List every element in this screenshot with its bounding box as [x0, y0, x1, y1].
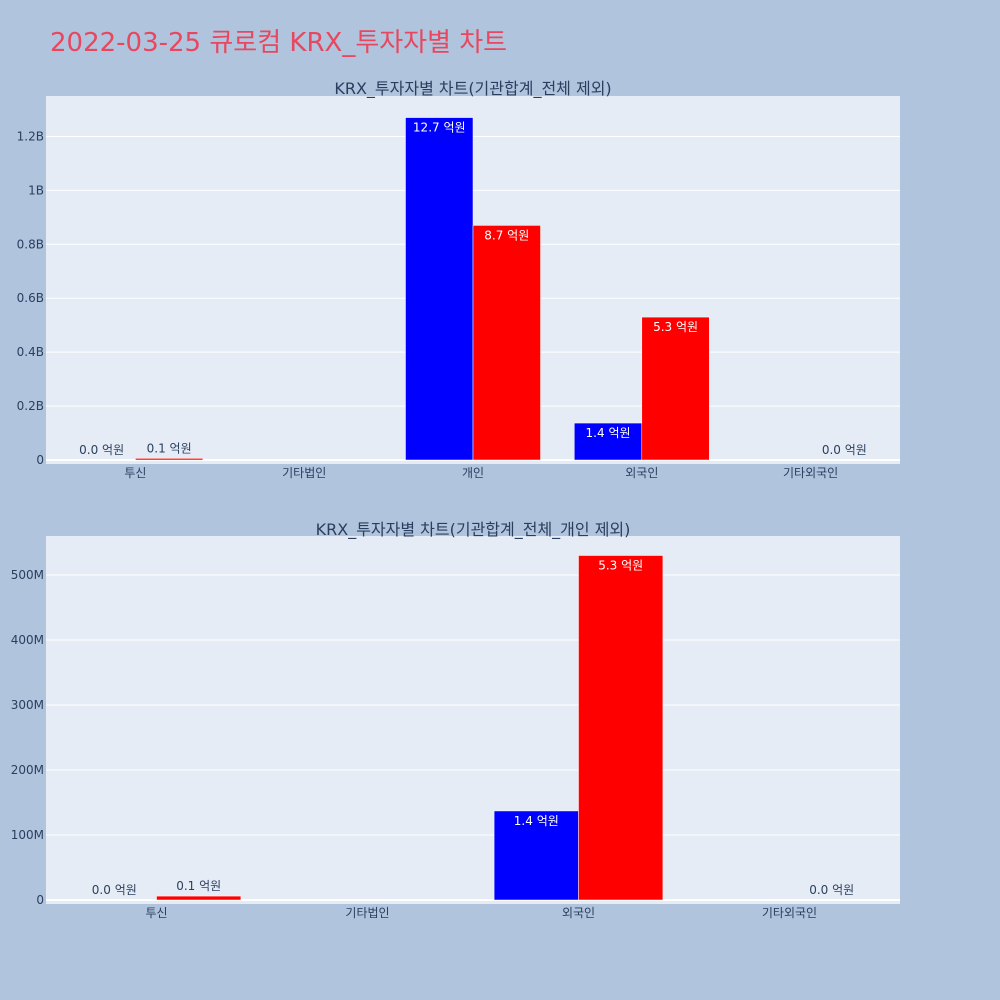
bar-sell: [472, 225, 541, 461]
bar-sell: [641, 316, 710, 461]
bar-data-label: 8.7 억원: [484, 228, 529, 242]
y-tick-label: 0.8B: [17, 237, 44, 251]
y-tick-label: 500M: [11, 568, 44, 582]
x-tick-label: 투신: [145, 906, 167, 920]
y-tick-label: 0.6B: [17, 291, 44, 305]
y-tick-label: 100M: [11, 828, 44, 842]
bar-sell: [578, 555, 664, 901]
bar-data-label: 5.3 억원: [653, 320, 698, 334]
bar-sell: [156, 895, 242, 901]
bar-data-label: 5.3 억원: [598, 559, 643, 573]
x-tick-label: 기타외국인: [762, 906, 817, 920]
bar-data-label: 0.0 억원: [79, 443, 124, 457]
bar-buy: [493, 810, 579, 901]
bar-data-label: 0.1 억원: [147, 441, 192, 455]
bar-data-label: 0.0 억원: [822, 443, 867, 457]
chart-title: KRX_투자자별 차트(기관합계_전체 제외): [334, 79, 611, 99]
bar-data-label: 1.4 억원: [586, 426, 631, 440]
y-tick-label: 0.4B: [17, 345, 44, 359]
y-tick-label: 0.2B: [17, 399, 44, 413]
bar-buy: [574, 422, 643, 461]
bar-data-label: 0.1 억원: [176, 879, 221, 893]
x-tick-label: 개인: [462, 466, 484, 480]
y-tick-label: 0: [36, 453, 44, 467]
y-tick-label: 200M: [11, 763, 44, 777]
y-tick-label: 400M: [11, 633, 44, 647]
bar-data-label: 12.7 억원: [413, 121, 466, 135]
y-tick-label: 300M: [11, 698, 44, 712]
bar-sell: [135, 458, 204, 461]
x-tick-label: 투신: [124, 466, 146, 480]
x-tick-label: 외국인: [562, 906, 595, 920]
chart-top: KRX_투자자별 차트(기관합계_전체 제외) 0 0.2B 0.4B 0.6B 0.8B…: [17, 79, 900, 480]
y-tick-label: 1.2B: [17, 129, 44, 143]
chart-title: KRX_투자자별 차트(기관합계_전체_개인 제외): [316, 520, 631, 540]
x-tick-label: 기타외국인: [783, 466, 838, 480]
plot-area: [46, 536, 900, 904]
page-title: 2022-03-25 큐로컴 KRX_투자자별 차트: [50, 28, 508, 58]
x-tick-label: 기타법인: [345, 906, 389, 920]
bar-data-label: 1.4 억원: [514, 814, 559, 828]
x-tick-label: 기타법인: [282, 466, 326, 480]
bar-data-label: 0.0 억원: [809, 883, 854, 897]
chart-bottom: KRX_투자자별 차트(기관합계_전체_개인 제외) 0 100M 200M 300M 4…: [11, 520, 900, 920]
bar-buy: [405, 117, 474, 461]
x-tick-label: 외국인: [625, 466, 658, 480]
y-tick-label: 1B: [28, 183, 44, 197]
bar-data-label: 0.0 억원: [92, 883, 137, 897]
y-tick-label: 0: [36, 893, 44, 907]
